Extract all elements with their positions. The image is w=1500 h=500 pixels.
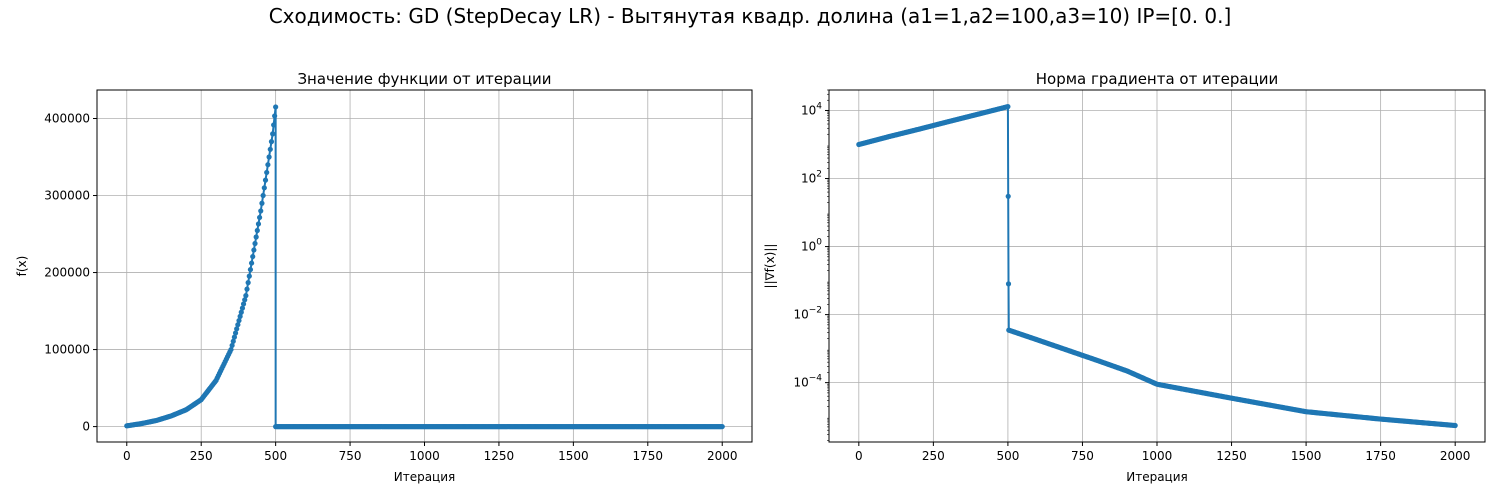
data-point xyxy=(264,169,270,176)
y-tick-label: 400000 xyxy=(44,111,90,125)
data-point xyxy=(255,221,262,227)
x-tick-label: 1500 xyxy=(558,449,589,463)
data-point xyxy=(237,313,243,319)
data-point xyxy=(272,113,278,119)
x-tick-label: 2000 xyxy=(1440,449,1471,463)
x-tick-label: 500 xyxy=(996,449,1019,463)
x-tick-label: 1000 xyxy=(409,449,440,463)
data-point xyxy=(252,240,258,247)
data-point xyxy=(235,322,241,328)
data-point xyxy=(253,234,259,240)
data-point xyxy=(258,208,264,214)
x-tick-label: 250 xyxy=(190,449,213,463)
y-tick-label: 102 xyxy=(801,170,822,186)
x-tick-label: 1250 xyxy=(1216,449,1247,463)
y-tick-label: 0 xyxy=(82,420,90,434)
data-point xyxy=(246,273,252,279)
data-point xyxy=(240,301,247,307)
data-point xyxy=(1005,104,1011,110)
x-tick-label: 750 xyxy=(339,449,362,463)
x-tick-label: 1250 xyxy=(484,449,515,463)
y-tick-label: 10−4 xyxy=(793,374,822,390)
y-tick-label: 100 xyxy=(801,238,822,254)
data-point xyxy=(261,185,267,191)
data-point xyxy=(268,139,275,145)
x-tick-label: 1750 xyxy=(633,449,664,463)
data-point xyxy=(267,146,273,152)
x-tick-label: 0 xyxy=(855,449,863,463)
data-point xyxy=(1005,193,1011,199)
x-tick-label: 2000 xyxy=(707,449,738,463)
y-tick-label: 200000 xyxy=(44,266,90,280)
data-point xyxy=(1452,422,1458,429)
x-tick-label: 1500 xyxy=(1291,449,1322,463)
x-tick-label: 0 xyxy=(123,449,131,463)
x-tick-label: 750 xyxy=(1071,449,1094,463)
data-point xyxy=(236,317,242,324)
chart-panel-2: 0 250 500 750 1000 1250 1500 1750 2000 10−4 10−2 10… xyxy=(763,70,1486,484)
y-axis-label: f(x) xyxy=(15,256,29,277)
data-point xyxy=(230,338,236,344)
data-point xyxy=(228,346,234,353)
data-point xyxy=(271,122,277,128)
data-point xyxy=(719,423,725,430)
x-tick-label: 1000 xyxy=(1142,449,1173,463)
chart-panel-1: 0 250 500 750 1000 1250 1500 1750 2000 0 100000 200… xyxy=(15,70,753,484)
data-point xyxy=(229,342,235,349)
data-point xyxy=(239,305,246,311)
data-point xyxy=(270,131,276,137)
x-axis-label: Итерация xyxy=(394,470,456,484)
data-point xyxy=(257,214,263,221)
data-point xyxy=(250,253,256,260)
x-tick-label: 250 xyxy=(922,449,945,463)
data-point xyxy=(245,280,251,286)
y-tick-label: 300000 xyxy=(44,189,90,203)
y-tick-label: 104 xyxy=(801,101,822,117)
data-point xyxy=(238,309,244,315)
y-tick-label: 100000 xyxy=(44,343,90,357)
chart-title: Норма градиента от итерации xyxy=(1036,70,1279,88)
data-point xyxy=(266,154,272,160)
figure-title: Сходимость: GD (StepDecay LR) - Вытянута… xyxy=(268,4,1232,28)
y-axis-label: ||∇f(x)|| xyxy=(763,244,777,289)
data-point xyxy=(242,297,248,303)
data-point xyxy=(248,260,255,266)
data-point xyxy=(1005,281,1012,287)
chart-title: Значение функции от итерации xyxy=(297,70,551,88)
y-tick-label: 10−2 xyxy=(793,306,822,322)
data-point xyxy=(247,266,254,273)
data-point xyxy=(231,334,238,340)
data-point xyxy=(232,330,239,336)
data-point xyxy=(273,104,279,110)
data-point xyxy=(259,200,265,206)
data-point xyxy=(244,286,250,292)
data-point xyxy=(251,247,257,253)
data-point xyxy=(262,177,269,183)
data-point xyxy=(265,162,271,168)
x-tick-label: 500 xyxy=(264,449,287,463)
data-point xyxy=(254,227,260,234)
x-axis-label: Итерация xyxy=(1126,470,1188,484)
data-point xyxy=(260,192,266,199)
data-point xyxy=(243,293,249,299)
x-tick-label: 1750 xyxy=(1365,449,1396,463)
data-point xyxy=(234,326,240,332)
